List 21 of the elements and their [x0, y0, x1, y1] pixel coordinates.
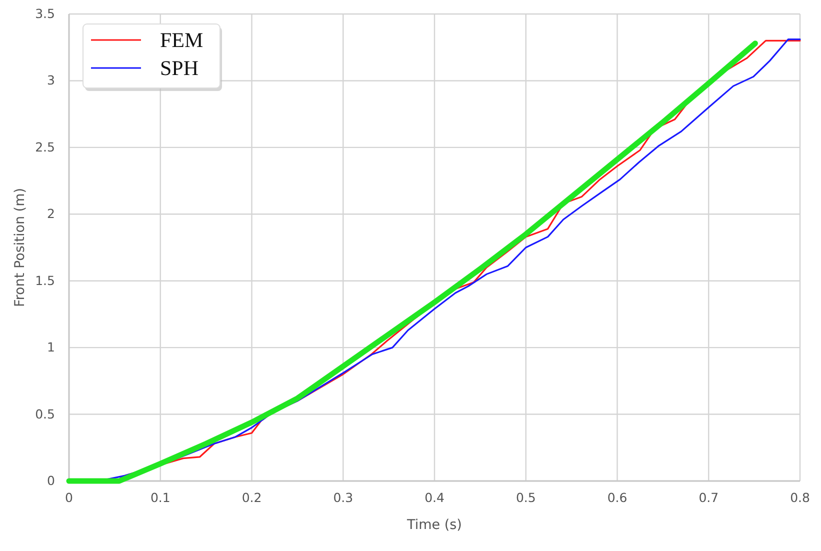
y-axis-title: Front Position (m) — [12, 188, 28, 307]
x-tick-label: 0.5 — [516, 490, 536, 505]
y-tick-label: 3 — [47, 72, 55, 88]
x-tick-label: 0.7 — [698, 490, 719, 505]
y-tick-label: 2.5 — [35, 139, 55, 154]
y-tick-label: 1.5 — [35, 272, 55, 288]
x-tick-label: 0.4 — [424, 490, 444, 505]
x-tick-label: 0.1 — [150, 490, 170, 505]
x-tick-label: 0.2 — [242, 490, 262, 505]
legend-label: SPH — [160, 56, 199, 80]
y-tick-label: 3.5 — [35, 6, 55, 21]
y-tick-label: 0.5 — [35, 406, 55, 422]
x-tick-label: 0.6 — [607, 490, 628, 505]
y-tick-label: 2 — [47, 206, 55, 222]
y-tick-label: 0 — [47, 473, 56, 488]
x-tick-label: 0 — [65, 490, 74, 505]
legend-label: FEM — [160, 28, 204, 52]
x-tick-label: 0.8 — [790, 490, 810, 505]
y-tick-label: 1 — [47, 340, 55, 355]
x-axis-title: Time (s) — [406, 517, 462, 533]
x-tick-label: 0.3 — [333, 490, 354, 505]
